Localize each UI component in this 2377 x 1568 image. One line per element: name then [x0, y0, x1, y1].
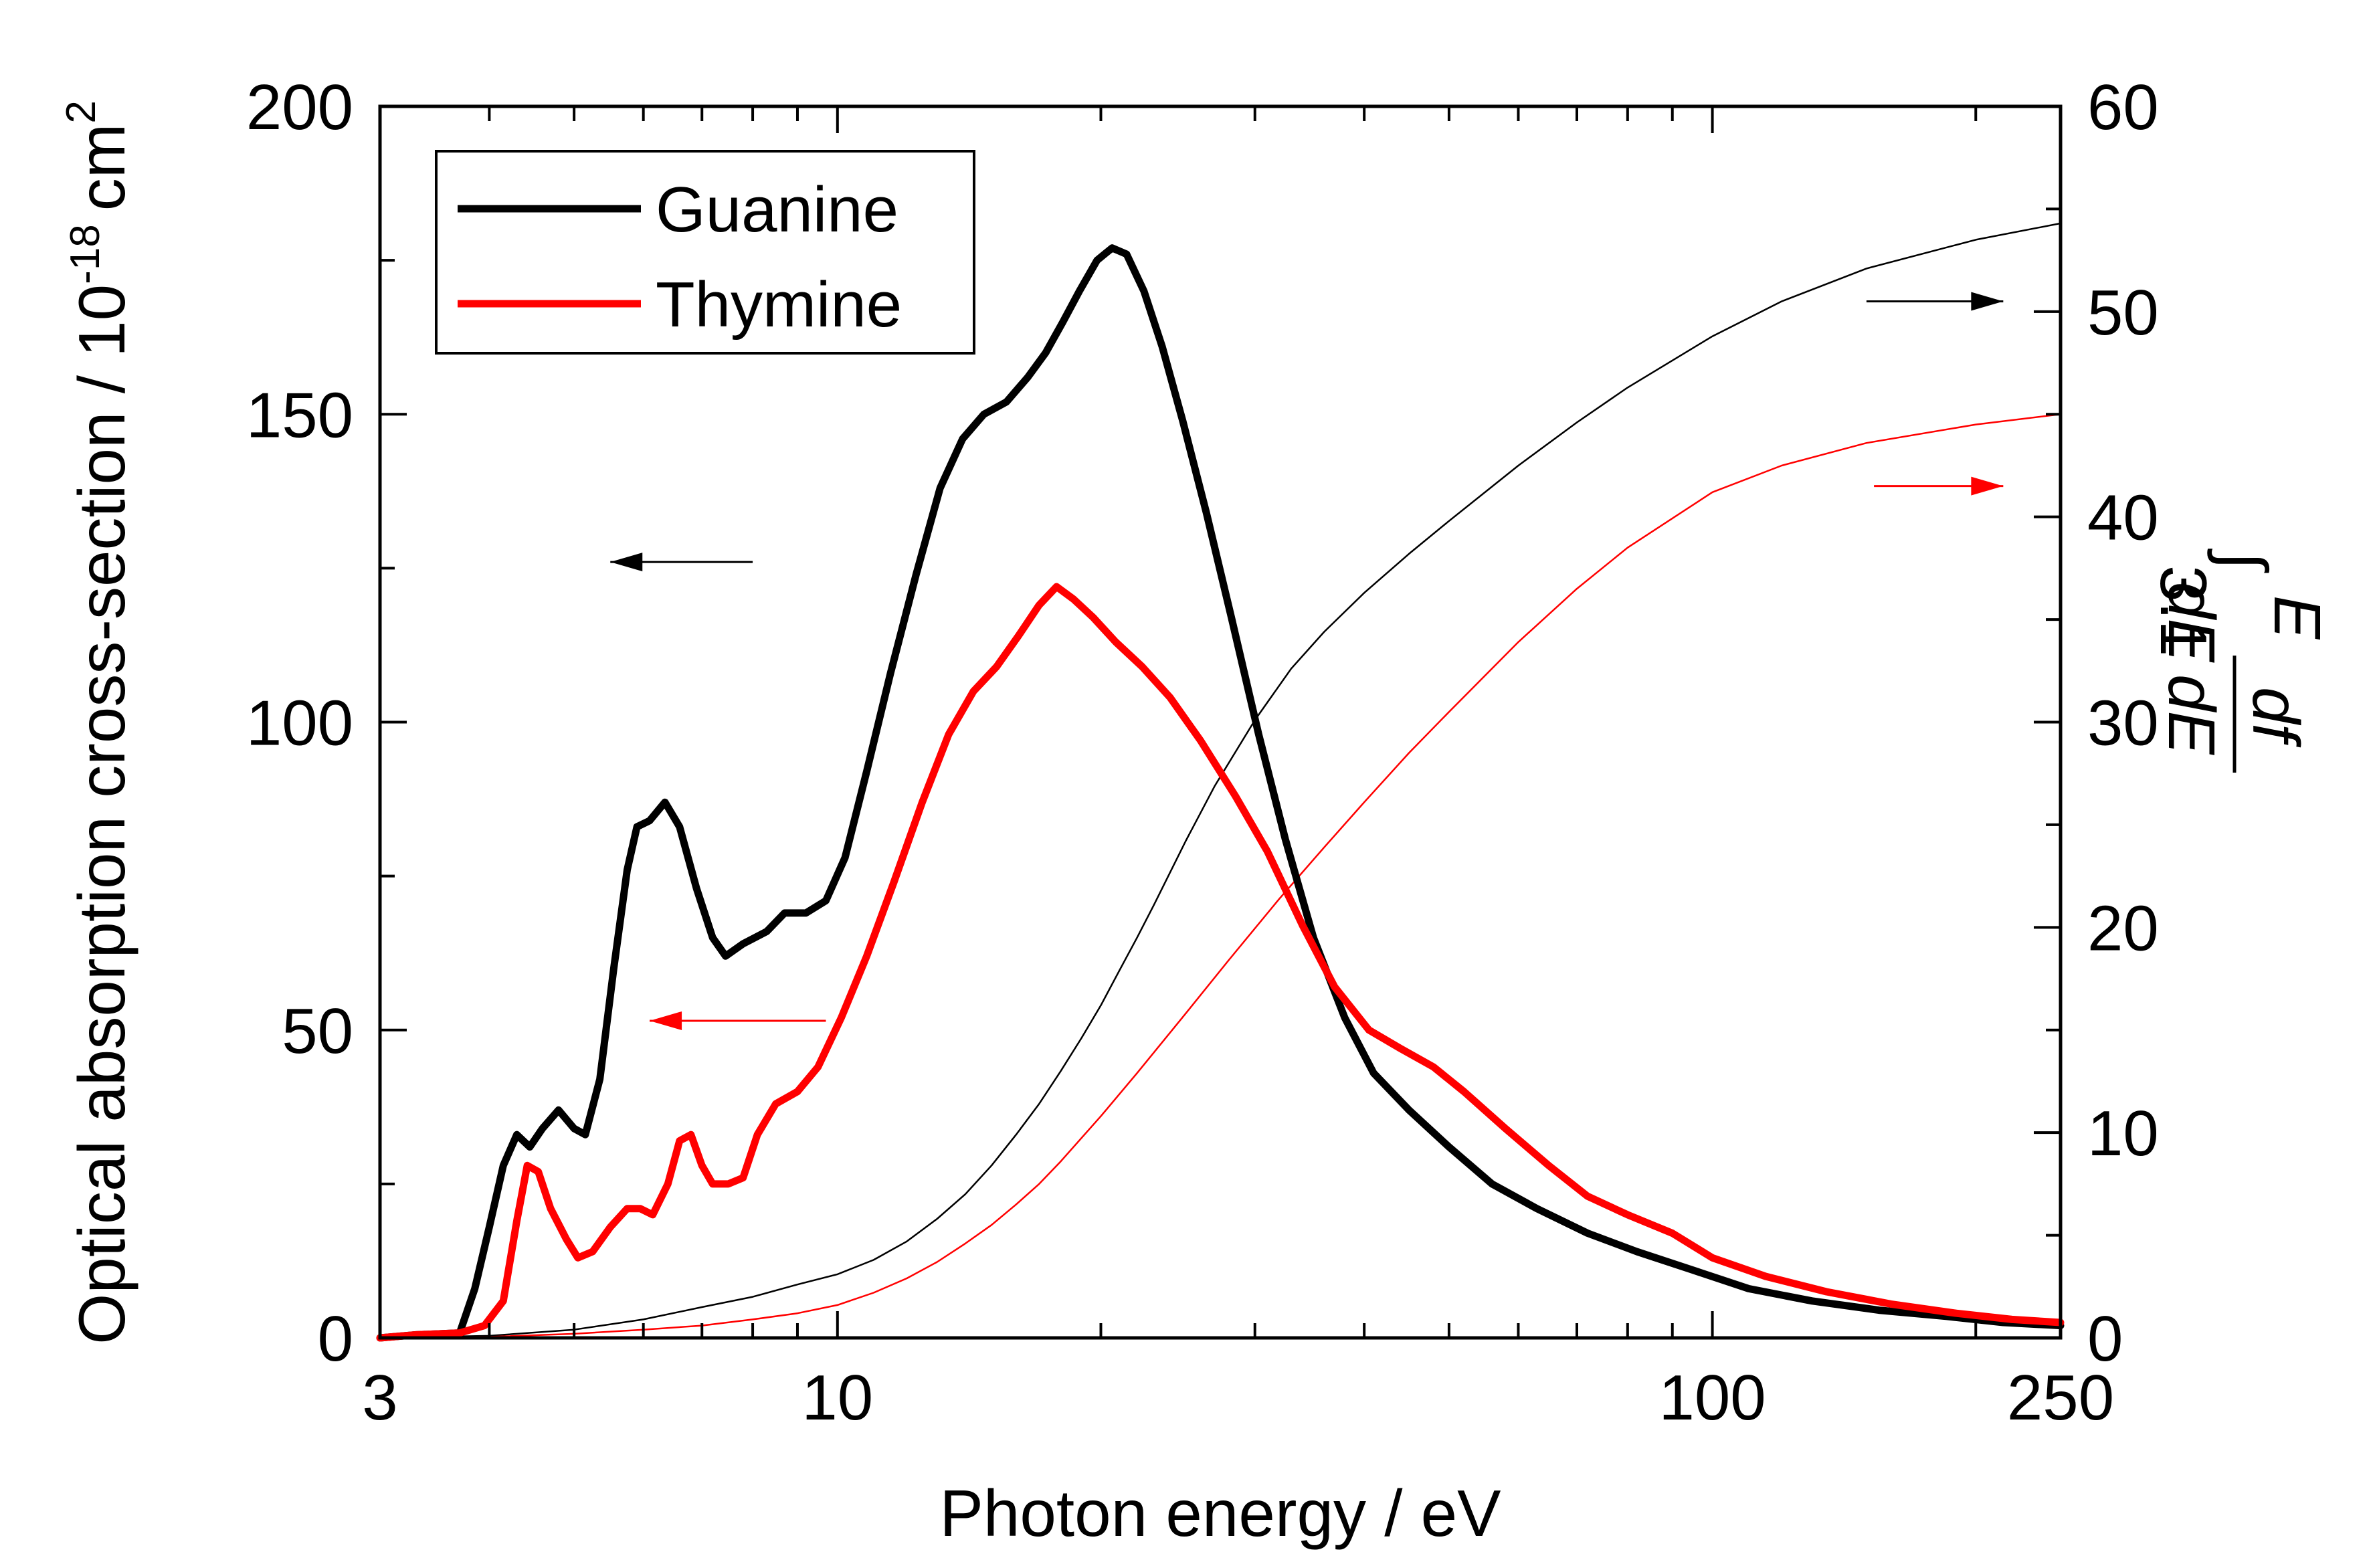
y-left-label-unit-exponent: 2 — [58, 100, 104, 123]
x-tick-label: 3 — [362, 1362, 397, 1434]
y-left-label-unit: cm — [65, 124, 138, 211]
y-left-tick-label: 200 — [246, 72, 353, 143]
svg-text:Optical absorption cross-secti: Optical absorption cross-section / 10-18… — [58, 100, 138, 1345]
series-layer — [376, 222, 2065, 1342]
y-left-tick-label: 150 — [246, 379, 353, 451]
x-axis-label: Photon energy / eV — [939, 1476, 1501, 1550]
y-left-label-exponent: -18 — [62, 224, 108, 284]
y-left-tick-label: 100 — [246, 688, 353, 759]
fraction-denominator: dE — [2155, 674, 2228, 756]
y-right-axis-label: ∫ E 3.1 df dE dE — [2147, 549, 2334, 773]
y-right-tick-label: 40 — [2087, 482, 2159, 554]
series-line-guanine-integral — [379, 222, 2062, 1339]
thymine-right-arrow-head — [1971, 476, 2004, 496]
x-tick-label: 250 — [2007, 1362, 2114, 1434]
x-tick-label: 10 — [801, 1362, 873, 1434]
y-left-axis-label: Optical absorption cross-section / 10-18… — [58, 100, 138, 1345]
legend-label-thymine: Thymine — [656, 269, 902, 340]
y-right-tick-label: 0 — [2087, 1303, 2123, 1375]
y-left-tick-label: 0 — [318, 1303, 353, 1375]
legend-label-guanine: Guanine — [656, 174, 898, 246]
series-line-thymine-integral — [379, 413, 2062, 1339]
series-line-thymine — [376, 583, 2065, 1342]
annotation-layer — [610, 292, 2004, 1030]
integral-differential: dE — [2155, 582, 2228, 664]
integral-upper-limit: E — [2261, 595, 2334, 640]
series-line-guanine — [376, 244, 2065, 1342]
y-left-label-main: Optical absorption cross-section / 10 — [65, 284, 138, 1345]
y-right-tick-label: 60 — [2087, 72, 2159, 143]
legend: Guanine Thymine — [435, 150, 975, 355]
y-right-tick-label: 10 — [2087, 1098, 2159, 1169]
y-right-tick-label: 50 — [2087, 277, 2159, 349]
x-tick-label: 100 — [1658, 1362, 1766, 1434]
guanine-left-arrow-head — [610, 553, 643, 572]
fraction-numerator: df — [2239, 687, 2313, 748]
y-left-tick-label: 50 — [282, 995, 353, 1067]
y-right-tick-label: 30 — [2087, 688, 2159, 759]
guanine-right-arrow-head — [1971, 292, 2004, 311]
integral-sign: ∫ — [2207, 549, 2281, 573]
y-right-tick-label: 20 — [2087, 892, 2159, 964]
legend-box — [435, 150, 975, 355]
thymine-left-arrow-head — [650, 1011, 682, 1030]
integral-lower-limit: 3.1 — [2147, 565, 2220, 656]
